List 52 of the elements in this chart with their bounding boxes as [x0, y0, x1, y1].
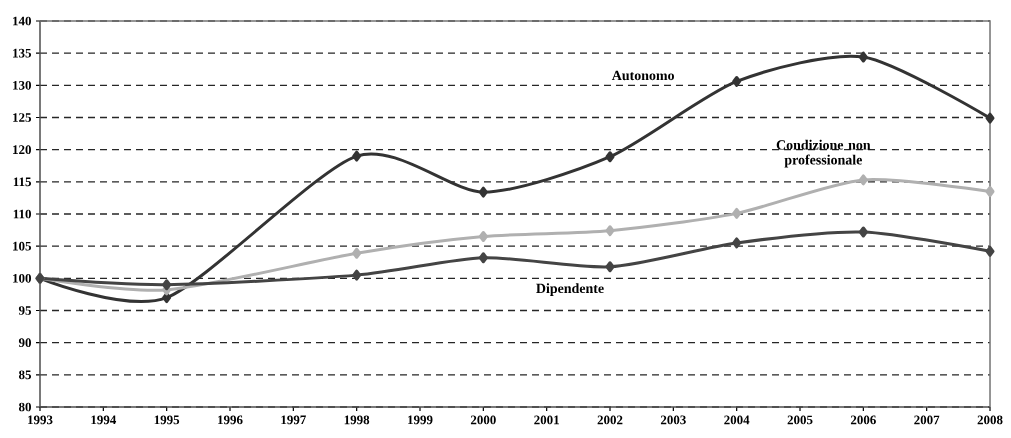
point	[605, 151, 615, 163]
point	[352, 150, 362, 162]
x-tick-label: 1998	[344, 415, 370, 425]
point	[605, 261, 615, 273]
x-tick-label: 2002	[597, 415, 623, 425]
x-tick-label: 1999	[408, 415, 433, 425]
point	[732, 237, 742, 249]
point	[352, 247, 362, 259]
point	[985, 112, 995, 124]
x-tick-label: 1994	[91, 415, 117, 425]
point	[605, 225, 615, 237]
point	[478, 186, 488, 198]
point	[858, 51, 868, 63]
point	[162, 292, 172, 304]
point	[352, 269, 362, 281]
x-tick-label: 1995	[154, 415, 180, 425]
point	[732, 207, 742, 219]
x-tick-label: 2007	[914, 415, 940, 425]
y-tick-label: 105	[13, 241, 32, 251]
point	[985, 245, 995, 257]
point	[478, 231, 488, 243]
point	[162, 279, 172, 291]
y-tick-label: 125	[13, 113, 32, 122]
point	[732, 75, 742, 87]
x-tick-label: 1996	[218, 415, 243, 425]
y-tick-label: 110	[13, 209, 31, 219]
x-tick-label: 1997	[281, 415, 306, 425]
y-tick-label: 135	[13, 48, 32, 58]
point	[985, 185, 995, 197]
point	[858, 174, 868, 186]
x-tick-label: 2008	[977, 415, 1003, 425]
y-tick-label: 120	[13, 145, 31, 155]
y-tick-label: 130	[13, 80, 31, 90]
y-tick-label: 95	[18, 306, 32, 315]
point	[858, 226, 868, 238]
x-tick-label: 2001	[534, 415, 559, 425]
x-tick-label: 2003	[660, 415, 686, 425]
series-label: Dipendente	[536, 283, 604, 296]
y-tick-label: 100	[13, 273, 31, 283]
y-tick-label: 90	[18, 338, 31, 348]
y-tick-label: 85	[18, 370, 32, 380]
text: Autonomo	[611, 70, 674, 81]
point	[478, 252, 488, 264]
x-tick-label: 2005	[787, 415, 813, 425]
x-tick-label: 2006	[850, 415, 876, 425]
x-tick-label: 2000	[470, 415, 496, 425]
y-tick-label: 80	[18, 402, 31, 412]
y-tick-label: 115	[13, 177, 32, 187]
x-tick-label: 2004	[724, 415, 750, 425]
y-tick-label: 140	[13, 16, 31, 26]
series-label: Condizione non professionale	[776, 139, 871, 168]
x-tick-label: 1993	[28, 415, 53, 425]
